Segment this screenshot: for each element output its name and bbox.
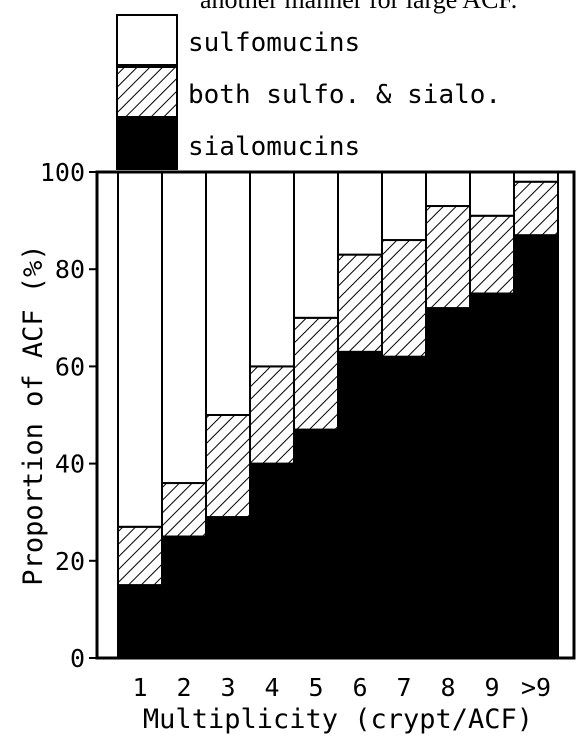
bar-segment-both-sulfo-sialo-8 (425, 205, 471, 310)
bar-segment-sulfomucins-3 (205, 171, 251, 416)
y-tick-label-80: 80 (55, 255, 85, 284)
y-tick-label-20: 20 (55, 547, 85, 576)
x-tick-label-2: 2 (176, 673, 191, 702)
x-tick-label-8: 8 (440, 673, 455, 702)
bar-segment-sialomucins-4 (249, 462, 295, 659)
bar-segment-both-sulfo-sialo-2 (161, 482, 207, 538)
legend-label-sialomucins: sialomucins (188, 132, 360, 162)
bar-segment-sialomucins-1 (117, 584, 163, 659)
legend-swatch-sulfomucins (116, 14, 178, 66)
x-tick-label-3: 3 (220, 673, 235, 702)
x-tick-label-6: 6 (352, 673, 367, 702)
bar-segment-both-sulfo-sialo-4 (249, 365, 295, 465)
bar-segment-both-sulfo-sialo-7 (381, 239, 427, 358)
x-tick-label-5: 5 (308, 673, 323, 702)
bar-segment-sialomucins-5 (293, 428, 339, 659)
bar-segment-sulfomucins-8 (425, 171, 471, 208)
bar-segment-sulfomucins-5 (293, 171, 339, 319)
bar-segment-sulfomucins-9 (469, 171, 515, 217)
x-tick-label-9: 9 (484, 673, 499, 702)
x-axis-label: Multiplicity (crypt/ACF) (143, 704, 533, 735)
bar-segment-sulfomucins-6 (337, 171, 383, 256)
bar-segment-both-sulfo-sialo-1 (117, 525, 163, 587)
bar-segment-sulfomucins-7 (381, 171, 427, 242)
y-tick-label-0: 0 (70, 644, 85, 673)
plot-area (117, 171, 559, 659)
bar-segment-both-sulfo-sialo-9 (469, 214, 515, 295)
x-tick-label-4: 4 (264, 673, 279, 702)
bar-segment-sialomucins-2 (161, 535, 207, 659)
plot-frame (95, 170, 576, 660)
x-tick-label-1: 1 (132, 673, 147, 702)
x-tick-label-10: >9 (521, 673, 551, 702)
bar-segment-sialomucins-10 (513, 234, 559, 659)
y-tick-label-40: 40 (55, 450, 85, 479)
bar-segment-sulfomucins-1 (117, 171, 163, 528)
legend: sulfomucins both sulfo. & sialo. sialomuci… (116, 14, 501, 170)
bar-segment-both-sulfo-sialo-3 (205, 414, 251, 519)
bar-segment-both-sulfo-sialo-10 (513, 180, 559, 237)
legend-swatch-sialomucins (116, 118, 178, 170)
bar-segment-sialomucins-9 (469, 292, 515, 659)
bar-segment-both-sulfo-sialo-6 (337, 253, 383, 353)
legend-swatch-both-sulfo-sialo (116, 66, 178, 118)
bar-segment-sialomucins-6 (337, 350, 383, 659)
top-caption: another manner for large ACF. (200, 0, 517, 14)
y-tick-label-100: 100 (40, 158, 85, 187)
y-tick-label-60: 60 (55, 352, 85, 381)
bar-segment-sialomucins-8 (425, 307, 471, 659)
bar-segment-sialomucins-3 (205, 516, 251, 659)
bar-segment-sulfomucins-4 (249, 171, 295, 368)
y-axis-label: Proportion of ACF (%) (18, 244, 49, 585)
bar-segment-sialomucins-7 (381, 355, 427, 659)
legend-label-both-sulfo-sialo: both sulfo. & sialo. (188, 80, 501, 110)
axes: 0 20 40 60 80 100 1 2 3 4 5 6 7 8 9 >9 (40, 158, 576, 702)
bar-segment-sulfomucins-2 (161, 171, 207, 485)
bar-segment-both-sulfo-sialo-5 (293, 316, 339, 431)
legend-label-sulfomucins: sulfomucins (188, 28, 360, 58)
x-tick-label-7: 7 (396, 673, 411, 702)
